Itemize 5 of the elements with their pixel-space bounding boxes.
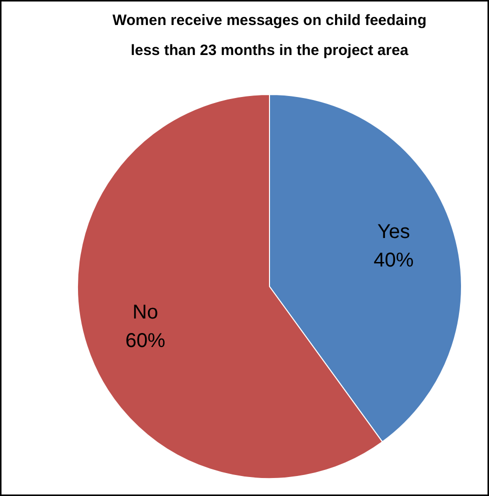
data-label: 60% [125, 330, 166, 352]
data-label: 40% [374, 249, 414, 272]
slice-label: Yes [377, 220, 410, 243]
slice-label: No [132, 302, 158, 324]
chart-title: Women receive messages on child feedaing less than 23 months in the project area [112, 12, 427, 59]
